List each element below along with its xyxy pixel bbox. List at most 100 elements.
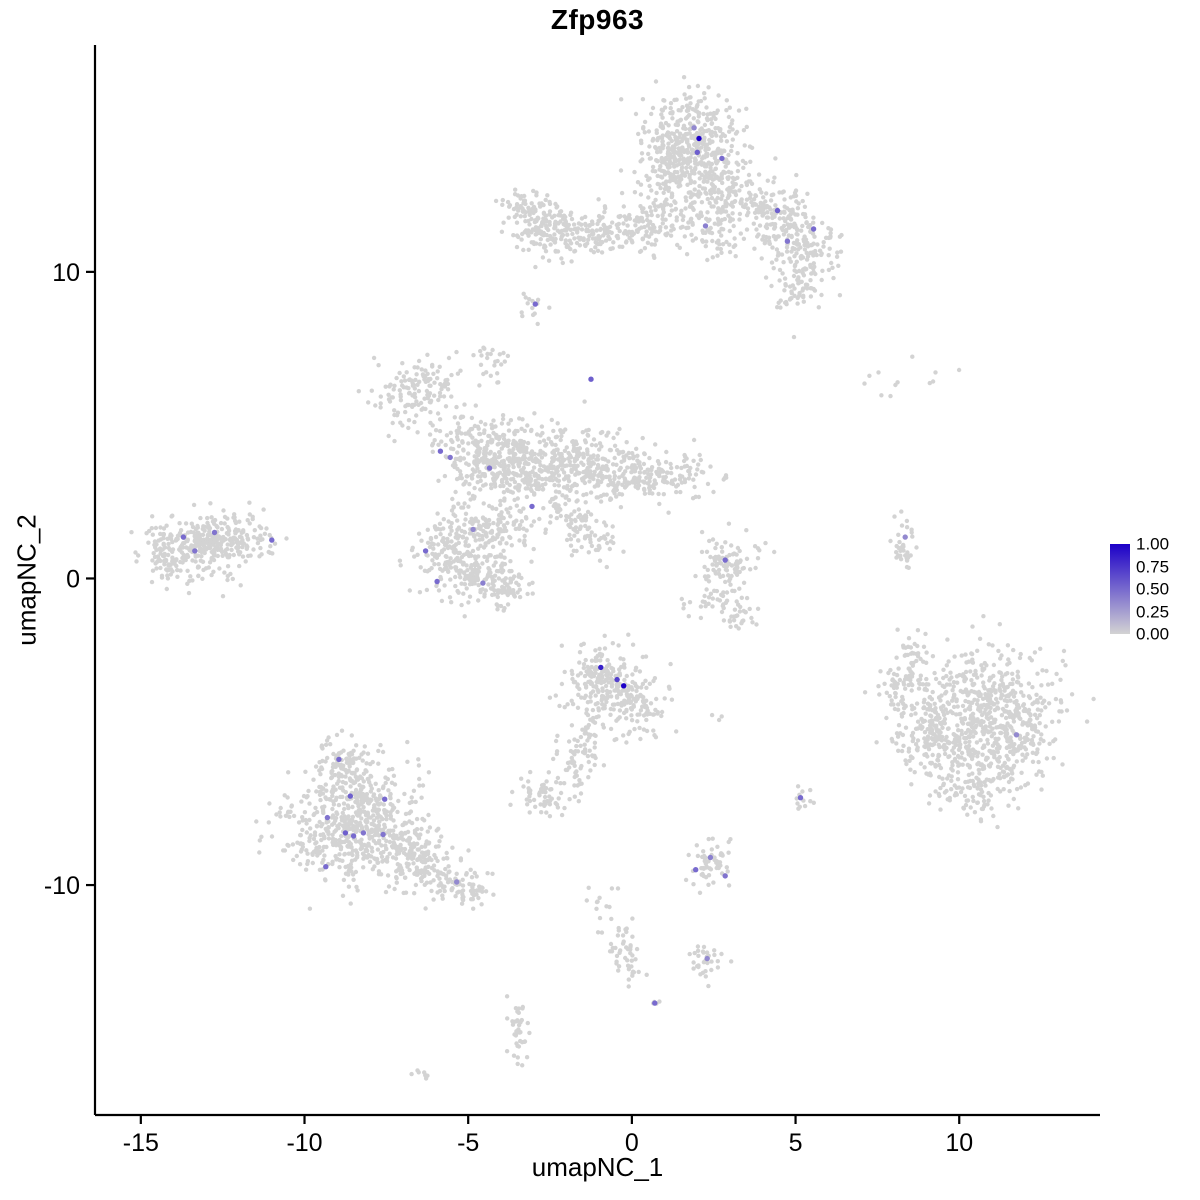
cell-point (741, 165, 746, 170)
cell-point (568, 543, 574, 548)
cell-point (603, 683, 609, 689)
cell-point (495, 358, 500, 364)
cell-point (1046, 701, 1052, 706)
cell-point (719, 561, 724, 566)
cell-point (790, 245, 795, 251)
cell-point (702, 91, 707, 96)
cell-point (820, 268, 825, 273)
cell-point (648, 701, 654, 706)
cell-point (535, 321, 540, 327)
cell-point (588, 673, 593, 678)
cell-point (556, 503, 561, 508)
cell-point (150, 532, 155, 537)
cell-point (632, 469, 638, 474)
cell-point (732, 236, 737, 241)
cell-point (481, 371, 486, 377)
cell-point (494, 435, 499, 440)
cell-point (904, 558, 910, 563)
cell-point (398, 398, 404, 403)
cell-point (929, 727, 935, 732)
cell-point (507, 534, 512, 540)
cell-point (980, 668, 985, 673)
cell-point (1018, 651, 1023, 657)
cell-point (575, 230, 580, 235)
cell-point (778, 298, 783, 303)
cell-point (475, 459, 480, 464)
cell-point (820, 220, 825, 226)
cell-point (651, 678, 656, 684)
cell-point (624, 673, 629, 679)
cell-point (519, 237, 524, 242)
cell-point (219, 526, 225, 532)
cell-point (686, 144, 692, 149)
cell-point (462, 481, 467, 486)
cell-point (729, 148, 734, 154)
cell-point (458, 368, 463, 373)
cell-point (811, 269, 816, 275)
cell-point (647, 490, 652, 496)
cell-point (543, 197, 548, 203)
cell-point (478, 419, 484, 425)
cell-point (1059, 700, 1064, 705)
cell-point (437, 390, 443, 396)
cell-point (998, 730, 1003, 736)
cell-point (949, 675, 954, 680)
cell-point (437, 364, 442, 369)
cell-point (539, 232, 545, 237)
cell-point (450, 496, 455, 502)
cell-point (525, 591, 530, 597)
cell-point (660, 213, 665, 218)
cell-point (512, 594, 517, 599)
cell-point (948, 709, 953, 714)
cell-point (696, 462, 701, 467)
cell-point (1026, 694, 1032, 699)
cell-point (673, 134, 678, 140)
cell-point (654, 130, 659, 136)
cell-point (216, 542, 222, 547)
cell-point (997, 755, 1002, 760)
cell-point (797, 268, 802, 274)
cell-point (220, 594, 226, 599)
cell-point (680, 224, 685, 229)
cell-point (568, 246, 573, 252)
cell-point (1003, 715, 1009, 721)
cell-point (646, 467, 651, 473)
cell-point (172, 561, 177, 566)
cell-point (720, 573, 726, 579)
cell-point (632, 218, 637, 223)
cell-point (507, 568, 512, 574)
cell-point (724, 98, 729, 103)
cell-point (539, 469, 544, 474)
cell-point (595, 462, 601, 468)
cell-point (711, 114, 716, 119)
cell-point (704, 116, 710, 121)
cell-point (568, 212, 573, 218)
cell-point (424, 388, 430, 394)
cell-point (178, 528, 184, 533)
cell-point (565, 483, 570, 489)
cell-point (647, 487, 652, 493)
cell-point (693, 141, 698, 147)
cell-point (704, 577, 709, 582)
cell-point (522, 533, 527, 539)
cell-point (564, 445, 569, 450)
cell-point (1032, 712, 1038, 717)
cell-point (892, 514, 897, 519)
cell-point (711, 489, 716, 495)
cell-point (230, 540, 235, 545)
cell-point (559, 236, 564, 242)
cell-point (522, 477, 527, 483)
cell-point (490, 506, 495, 511)
cell-point (1008, 698, 1013, 703)
cell-point (1044, 756, 1050, 761)
cell-point (592, 484, 597, 489)
cell-point (903, 704, 908, 709)
cell-point (733, 561, 738, 567)
cell-point (469, 415, 475, 421)
cell-point (714, 174, 720, 179)
cell-point (947, 682, 952, 687)
cell-point (438, 527, 443, 532)
cell-point (447, 544, 452, 549)
cell-point (878, 669, 883, 674)
cell-point (648, 156, 653, 161)
